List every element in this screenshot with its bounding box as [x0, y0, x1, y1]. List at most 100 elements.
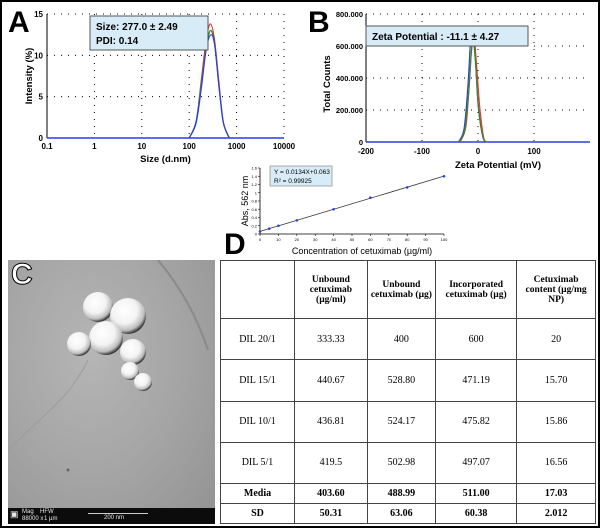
- x-tick-label: 10: [137, 142, 146, 151]
- y-tick-label: 10: [34, 51, 43, 60]
- panel-label-a: A: [8, 6, 30, 39]
- data-point: [258, 230, 262, 233]
- y-tick-label: 400.000: [336, 74, 363, 83]
- table-header-cell: [220, 260, 295, 319]
- table-header-cell: Unbound cetuximab (µg/ml): [294, 260, 368, 319]
- x-tick-label: 100: [183, 142, 197, 151]
- series-line: [188, 34, 230, 139]
- table-row: DIL 5/1 419.5 502.98 497.07 16.56: [220, 441, 596, 485]
- data-point: [267, 227, 271, 230]
- x-tick-label: -100: [414, 147, 431, 156]
- x-tick-label: 0: [259, 237, 262, 242]
- hfw-value: 1 µm: [44, 516, 58, 522]
- table-row: DIL 10/1 436.81 524.17 475.82 15.86: [220, 400, 596, 443]
- fit-line: [259, 175, 445, 232]
- mag-label: Mag: [22, 509, 34, 515]
- row-label: SD: [220, 503, 295, 524]
- table-cell: 528.80: [366, 359, 436, 402]
- table-row-media: Media 403.60 488.99 511.00 17.03: [220, 483, 596, 504]
- x-tick-label: 80: [405, 237, 410, 242]
- table-row: DIL 20/1 333.33 400 600 20: [220, 317, 596, 361]
- table-header-cell: Unbound cetuximab (µg): [366, 260, 436, 319]
- x-tick-label: 1000: [228, 142, 246, 151]
- pdi-annotation: PDI: 0.14: [96, 36, 139, 47]
- table-cell: 400: [366, 317, 436, 361]
- x-axis-label: Concentration of cetuximab (µg/ml): [292, 246, 432, 256]
- table-cell: 20: [516, 317, 596, 361]
- cetuximab-table: Unbound cetuximab (µg/ml) Unbound cetuxi…: [220, 260, 596, 524]
- hfw-label: HFW: [40, 509, 54, 515]
- table-cell: 333.33: [294, 317, 368, 361]
- row-label: DIL 15/1: [220, 359, 295, 402]
- table-cell: 60.38: [434, 503, 518, 524]
- table-cell: 419.5: [294, 441, 368, 485]
- table-cell: 16.56: [516, 441, 596, 485]
- y-tick-label: 1.4: [251, 174, 257, 179]
- table-header-cell: Incorporated cetuximab (µg): [434, 260, 518, 319]
- y-tick-label: 0: [255, 232, 258, 237]
- y-tick-label: 0.6: [251, 207, 257, 212]
- table-cell: 471.19: [434, 359, 518, 402]
- table-cell: 63.06: [366, 503, 436, 524]
- scale-bar: [88, 513, 148, 514]
- annotation-box: [269, 165, 333, 187]
- x-tick-label: 70: [387, 237, 392, 242]
- size-annotation: Size: 277.0 ± 2.49: [96, 22, 178, 33]
- table-row-sd: SD 50.31 63.06 60.38 2.012: [220, 503, 596, 524]
- table-cell: 600: [434, 317, 518, 361]
- micrograph-info-bar: ▣ Mag HFW 88000 x 1 µm 200 nm: [8, 508, 215, 524]
- x-tick-label: 0.1: [41, 142, 53, 151]
- scale-text: 200 nm: [104, 515, 125, 521]
- equation-annotation: Y = 0.0134X+0.063: [274, 169, 330, 176]
- y-tick-label: 0: [359, 138, 363, 147]
- panel-label-b: B: [308, 6, 330, 39]
- y-axis-label: Total Counts: [322, 55, 333, 112]
- table-cell: 50.31: [294, 503, 368, 524]
- table-cell: 524.17: [366, 400, 436, 443]
- y-axis-label: Intensity (%): [24, 48, 35, 104]
- table-cell: 488.99: [366, 483, 436, 504]
- data-point: [405, 186, 409, 189]
- y-tick-label: 600.000: [336, 42, 363, 51]
- x-tick-label: 0: [476, 147, 481, 156]
- x-tick-label: 100: [527, 147, 541, 156]
- table-cell: 497.07: [434, 441, 518, 485]
- y-tick-label: 0: [39, 134, 44, 143]
- x-tick-label: -200: [358, 147, 375, 156]
- table-cell: 403.60: [294, 483, 368, 504]
- y-tick-label: 0.4: [251, 215, 257, 220]
- data-point: [442, 174, 446, 178]
- table-header-cell: Cetuximab content (µg/mg NP): [516, 260, 596, 319]
- mag-value: 88000 x: [22, 516, 44, 522]
- dls-size-chart: 0.1 1 10 100 1000 10000 0 5 10 15 Size (d.nm) Inten…: [24, 10, 296, 165]
- y-tick-label: 1.2: [251, 182, 257, 187]
- x-tick-label: 100: [441, 237, 448, 242]
- zeta-potential-chart: -200 -100 0 100 0 200.000 400.000 600.000 800.00…: [322, 10, 590, 171]
- panel-label-c: C: [11, 258, 34, 291]
- data-point: [295, 219, 299, 222]
- x-tick-label: 60: [368, 237, 373, 242]
- table-cell: 436.81: [294, 400, 368, 443]
- table-cell: 475.82: [434, 400, 518, 443]
- table-cell: 502.98: [366, 441, 436, 485]
- x-tick-label: 20: [295, 237, 300, 242]
- calibration-chart: 0 10 20 30 40 50 60 70 80 90 100 0 0.2 0.4 0.6 0.8 1 1.2 1…: [240, 165, 448, 257]
- nanoparticle-image: [8, 260, 209, 472]
- annotation-box: [365, 25, 529, 47]
- zeta-annotation: Zeta Potential : -11.1 ± 4.27: [372, 32, 500, 43]
- data-point: [332, 207, 335, 211]
- y-tick-label: 200.000: [336, 106, 363, 115]
- table-cell: 511.00: [434, 483, 518, 504]
- x-tick-label: 1: [92, 142, 97, 151]
- y-tick-label: 5: [39, 93, 44, 102]
- x-tick-label: 90: [423, 237, 428, 242]
- row-label: DIL 5/1: [220, 441, 295, 485]
- y-tick-label: 15: [34, 10, 43, 19]
- table-row: DIL 15/1 440.67 528.80 471.19 15.70: [220, 359, 596, 402]
- x-tick-label: 10: [276, 237, 281, 242]
- table-header-row: Unbound cetuximab (µg/ml) Unbound cetuxi…: [220, 260, 596, 319]
- x-axis-label: Zeta Potential (mV): [455, 160, 541, 171]
- y-tick-label: 800.000: [336, 10, 363, 19]
- table-cell: 15.86: [516, 400, 596, 443]
